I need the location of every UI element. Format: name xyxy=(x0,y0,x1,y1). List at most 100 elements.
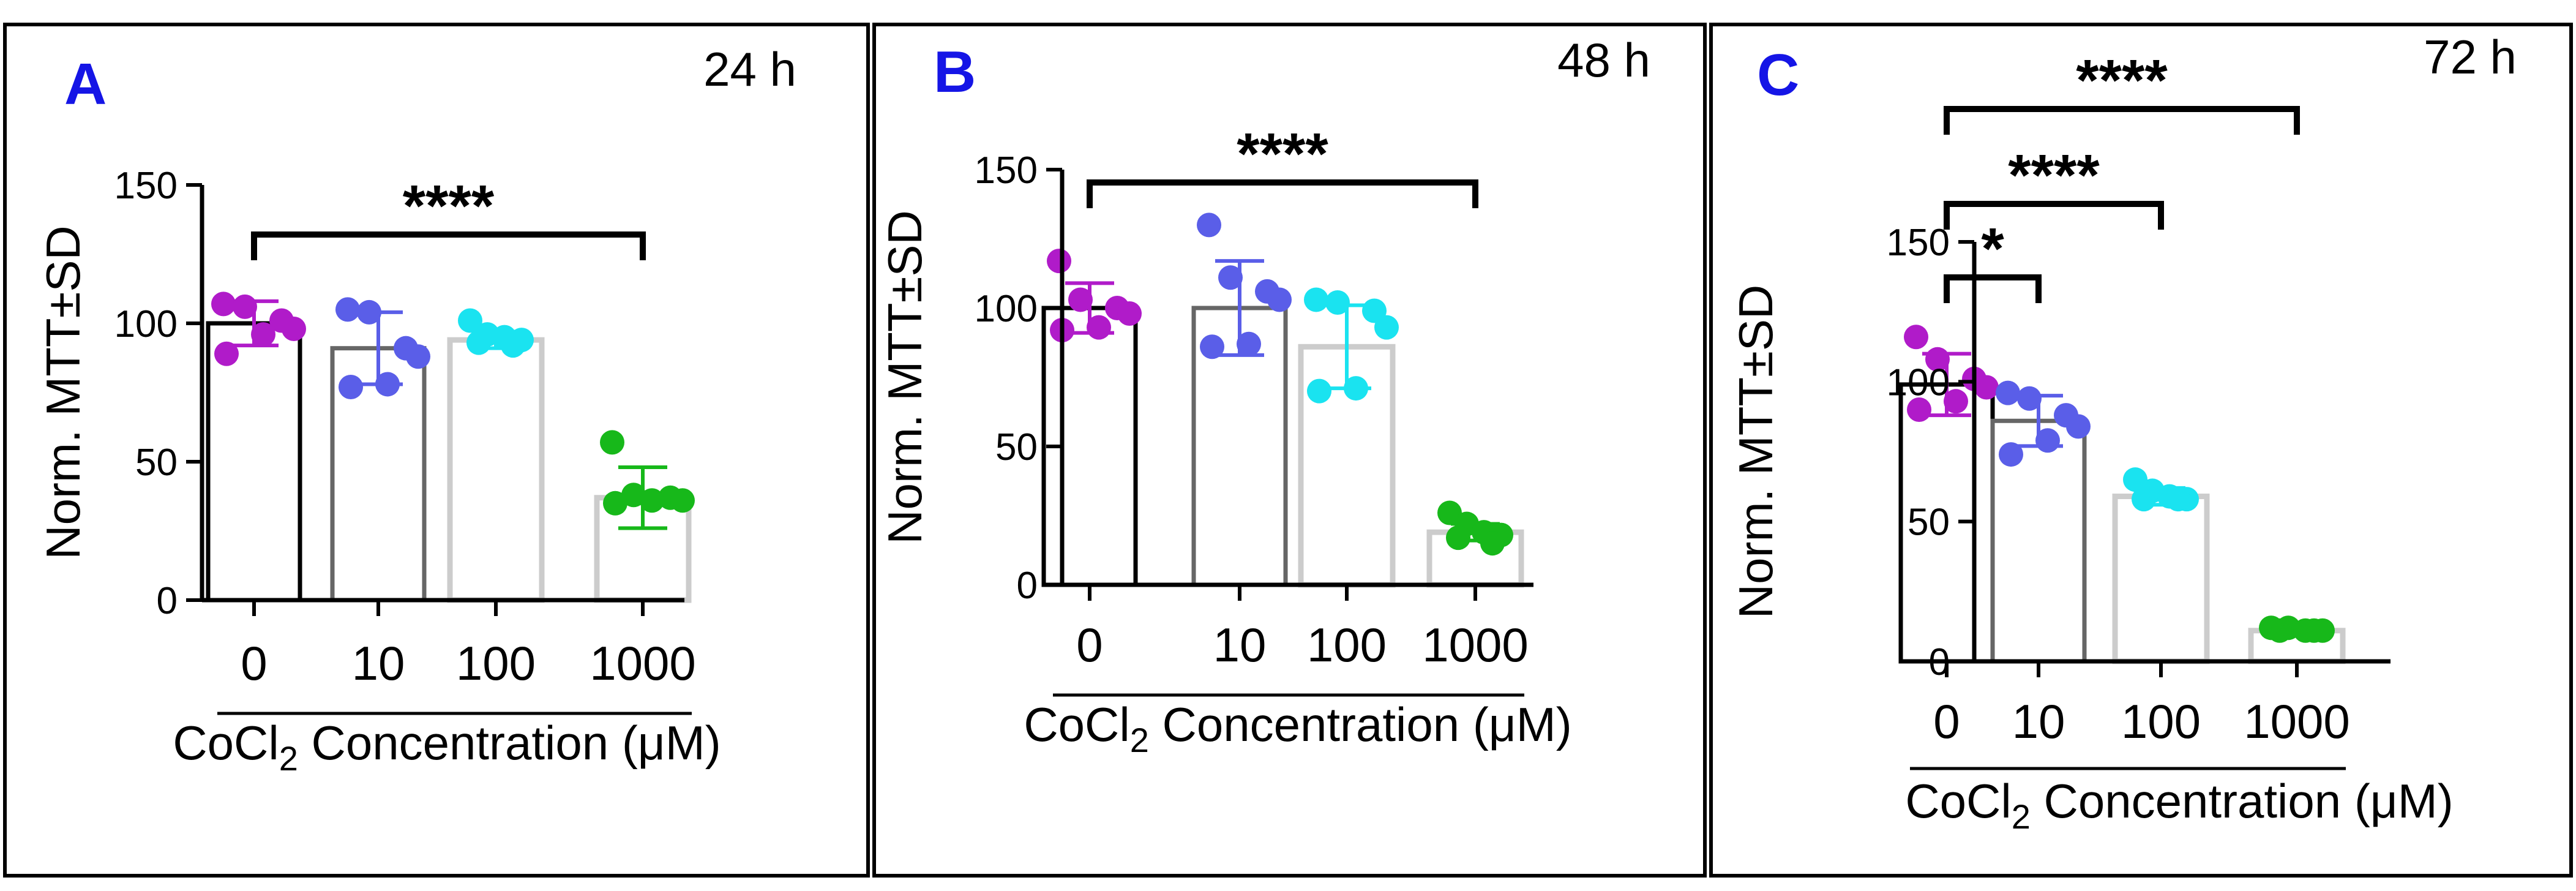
panel-b: B 48 h Norm. MTT±SD 0 50 100 150 0 10 100 1000 CoCl… xyxy=(872,23,1707,878)
data-point xyxy=(1117,301,1142,326)
x-axis-title-suffix: Concentration (μM) xyxy=(1149,697,1572,751)
data-point xyxy=(603,491,627,516)
data-point xyxy=(1480,531,1505,556)
data-point xyxy=(1999,442,2023,467)
panel-letter: B xyxy=(934,39,976,105)
panel-border xyxy=(872,23,1707,878)
y-tick-label: 100 xyxy=(975,288,1038,330)
y-tick-label: 150 xyxy=(975,149,1038,192)
x-tick-label: 1000 xyxy=(2244,694,2350,748)
x-axis-title-subscript: 2 xyxy=(2012,797,2031,836)
x-tick-label: 0 xyxy=(241,636,267,690)
data-point xyxy=(1200,334,1224,359)
y-tick-label: 100 xyxy=(1887,361,1950,404)
data-point xyxy=(1307,378,1331,404)
data-point xyxy=(1907,397,1931,422)
data-point xyxy=(1237,331,1261,356)
data-point xyxy=(621,483,646,508)
x-axis-title-subscript: 2 xyxy=(1130,721,1149,759)
data-point xyxy=(458,308,482,333)
y-axis-label: Norm. MTT±SD xyxy=(878,210,932,544)
data-point xyxy=(1304,287,1328,312)
data-point xyxy=(357,299,381,325)
y-tick-label: 0 xyxy=(1017,565,1038,607)
y-tick-label: 100 xyxy=(114,303,178,345)
x-tick-label: 100 xyxy=(2121,694,2201,748)
bar-100 xyxy=(2112,494,2210,664)
significance-label: **** xyxy=(2008,143,2100,208)
x-axis-title: CoCl2 Concentration (μM) xyxy=(173,716,721,778)
panel-border xyxy=(1709,23,2573,878)
significance-label: **** xyxy=(1237,121,1328,187)
data-point xyxy=(1446,525,1470,551)
data-point xyxy=(2302,618,2326,643)
data-point xyxy=(1996,380,2020,405)
y-tick-label: 150 xyxy=(1887,222,1950,264)
y-axis-label: Norm. MTT±SD xyxy=(36,225,90,559)
timepoint-label: 72 h xyxy=(2424,30,2517,84)
data-point xyxy=(466,330,491,355)
x-tick-label: 1000 xyxy=(590,636,696,690)
data-point xyxy=(2035,428,2060,453)
x-axis-title-prefix: CoCl xyxy=(1024,697,1129,751)
x-tick-label: 100 xyxy=(1307,618,1387,672)
data-point xyxy=(406,344,430,369)
data-point xyxy=(2166,487,2190,512)
data-point xyxy=(214,341,239,366)
data-point xyxy=(2267,618,2292,643)
x-tick-label: 10 xyxy=(1213,618,1267,672)
data-point xyxy=(1047,249,1071,274)
data-point xyxy=(1068,287,1093,312)
data-point xyxy=(670,488,695,513)
significance-label: * xyxy=(1981,216,2004,282)
significance-bracket xyxy=(251,231,646,260)
x-tick-label: 10 xyxy=(2012,694,2065,748)
data-point xyxy=(1087,315,1111,340)
y-tick-label: 0 xyxy=(157,580,178,622)
panel-letter: A xyxy=(64,51,107,117)
data-point xyxy=(1944,389,1968,414)
data-point xyxy=(211,291,236,317)
data-point xyxy=(1974,375,1999,400)
data-point xyxy=(1325,290,1350,315)
data-point xyxy=(1197,212,1221,238)
x-axis-title-prefix: CoCl xyxy=(173,716,279,770)
data-point xyxy=(1218,265,1243,290)
y-tick-label: 50 xyxy=(1908,502,1950,544)
x-axis-title: CoCl2 Concentration (μM) xyxy=(1905,774,2453,836)
data-point xyxy=(335,297,360,322)
timepoint-label: 48 h xyxy=(1557,33,1650,87)
data-point xyxy=(1904,325,1928,350)
data-point xyxy=(501,333,525,358)
timepoint-label: 24 h xyxy=(703,42,796,96)
y-axis-label: Norm. MTT±SD xyxy=(1729,285,1783,618)
data-point xyxy=(2066,414,2091,439)
data-point xyxy=(339,374,363,399)
significance-bracket xyxy=(1944,201,2164,230)
significance-label: **** xyxy=(2076,48,2168,113)
data-point xyxy=(375,372,400,397)
data-point xyxy=(251,322,275,347)
data-point xyxy=(1925,347,1950,372)
data-point xyxy=(1374,315,1399,340)
data-point xyxy=(233,294,257,319)
x-tick-label: 0 xyxy=(1076,618,1103,672)
significance-label: **** xyxy=(403,173,495,239)
bar-100 xyxy=(447,337,545,603)
x-tick-label: 0 xyxy=(1933,694,1960,748)
panel-a: A 24 h Norm. MTT±SD 0 50 100 150 0 10 100 1000 CoCl… xyxy=(3,23,870,878)
y-tick-label: 50 xyxy=(995,426,1038,468)
panel-border xyxy=(3,23,870,878)
data-point xyxy=(1344,376,1368,401)
data-point xyxy=(2017,386,2042,411)
x-tick-label: 100 xyxy=(456,636,536,690)
x-tick-label: 10 xyxy=(352,636,405,690)
y-tick-label: 150 xyxy=(114,165,178,207)
x-axis-title-prefix: CoCl xyxy=(1905,774,2011,828)
y-tick-label: 50 xyxy=(135,442,178,484)
bar-0 xyxy=(1898,382,1995,664)
significance-bracket xyxy=(1944,274,2042,303)
panel-letter: C xyxy=(1757,42,1799,108)
